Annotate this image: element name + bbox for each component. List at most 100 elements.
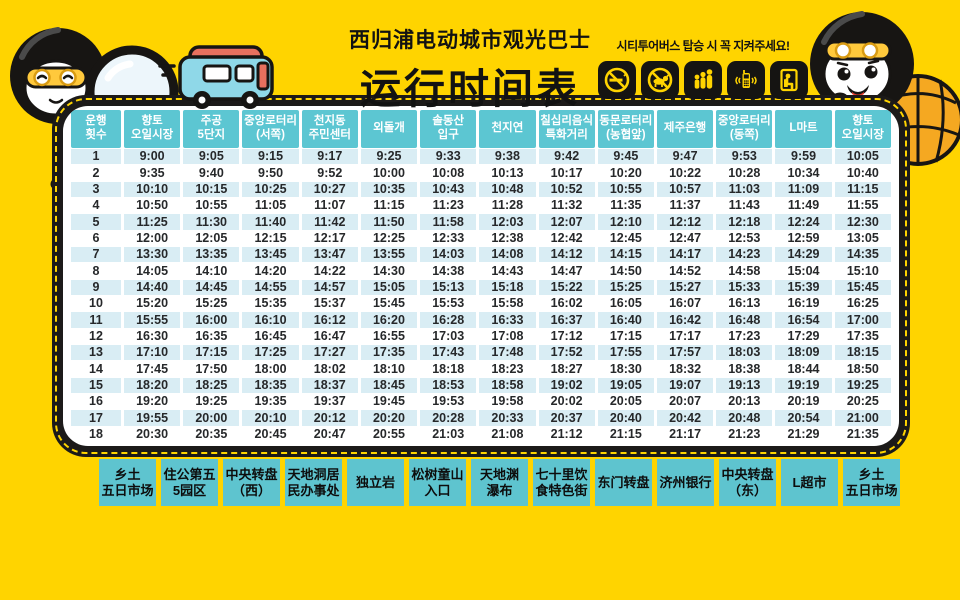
- time-cell: 12:59: [787, 231, 820, 246]
- time-cell: 19:55: [124, 410, 181, 426]
- time-cell: 16:02: [550, 296, 583, 311]
- station-header-ko: 천지연: [479, 110, 536, 148]
- time-cell: 17:57: [656, 344, 714, 361]
- time-cell: 18:53: [420, 377, 477, 393]
- time-cell: 20:28: [420, 410, 477, 426]
- time-cell: 21:08: [491, 427, 524, 442]
- trip-number-cell: 5: [71, 214, 121, 230]
- road-dashed-line: [55, 98, 907, 454]
- time-cell: 14:40: [124, 279, 181, 295]
- trip-number-cell: 6: [92, 231, 100, 246]
- time-cell: 20:54: [775, 410, 832, 426]
- time-cell: 16:35: [195, 329, 228, 344]
- time-cell: 15:22: [538, 279, 595, 295]
- time-cell: 18:23: [491, 361, 524, 376]
- time-cell: 17:10: [124, 344, 181, 361]
- time-cell: 10:55: [195, 198, 228, 213]
- time-cell: 18:15: [834, 344, 891, 361]
- station-label-zh: 济州银行: [657, 459, 714, 506]
- no-pets-icon: [641, 61, 679, 99]
- timetable-row: 6 12:00 12:05 12:15 12:17 12:25 12:33 12:38 12:4…: [71, 231, 891, 246]
- title-subtitle: 西归浦电动城市观光巴士: [349, 29, 591, 52]
- time-cell: 21:03: [432, 427, 465, 442]
- time-cell: 19:13: [716, 377, 773, 393]
- diver-with-float-illustration: [810, 11, 960, 166]
- time-cell: 14:45: [183, 279, 240, 295]
- time-cell: 11:40: [242, 214, 299, 230]
- timetable-row: 10 15:20 15:25 15:35 15:37 15:45 15:53 15:58 16:…: [71, 296, 891, 311]
- time-cell: 19:05: [597, 377, 654, 393]
- time-cell: 18:25: [183, 377, 240, 393]
- stations-zh-strip: 乡土 五日市场 住公第五 5园区 中央转盘 （西） 天地洞居 民办事处 独立岩 松树童山 …: [99, 459, 900, 506]
- time-cell: 15:37: [313, 296, 346, 311]
- bus-icon: [158, 45, 274, 109]
- time-cell: 14:30: [372, 263, 405, 278]
- time-cell: 12:00: [136, 231, 169, 246]
- time-cell: 17:52: [538, 344, 595, 361]
- time-cell: 18:18: [432, 361, 465, 376]
- timetable-row: 3 10:10 10:15 10:25 10:27 10:35 10:43 10:48 10:5…: [71, 181, 891, 197]
- time-cell: 15:45: [834, 279, 891, 295]
- rules-notice-text: 시티투어버스 탑승 시 꼭 지켜주세요!: [616, 39, 790, 53]
- station-header-ko: 중앙로터리 (서쪽): [242, 110, 299, 148]
- page-title: 西归浦电动城市观光巴士 运行时间表: [308, 24, 632, 115]
- station-label-zh: 独立岩: [347, 459, 404, 506]
- timetable-panel: 운행 횟수 향토 오일시장 주공 5단지 중앙로터리 (서쪽) 천지동 주민센터 외돌개 솔…: [52, 95, 910, 457]
- trip-number-cell: 9: [71, 279, 121, 295]
- timetable-row: 2 9:35 9:40 9:50 9:52 10:00 10:08 10:13 10:17 10:…: [71, 165, 891, 180]
- time-cell: 10:48: [479, 181, 536, 197]
- time-cell: 15:18: [479, 279, 536, 295]
- time-cell: 18:35: [242, 377, 299, 393]
- time-cell: 20:07: [669, 394, 702, 409]
- time-cell: 12:47: [669, 231, 702, 246]
- time-cell: 13:47: [301, 246, 358, 263]
- trip-number-cell: 18: [89, 427, 103, 442]
- time-cell: 14:15: [597, 246, 654, 263]
- trip-number-cell: 13: [71, 344, 121, 361]
- time-cell: 18:02: [313, 361, 346, 376]
- timetable-row: 12 16:30 16:35 16:45 16:47 16:55 17:03 17:08 17:…: [71, 329, 891, 344]
- time-cell: 18:30: [609, 361, 642, 376]
- timetable: 운행 횟수 향토 오일시장 주공 5단지 중앙로터리 (서쪽) 천지동 주민센터 외돌개 솔…: [68, 109, 894, 443]
- time-cell: 14:55: [242, 279, 299, 295]
- time-cell: 20:20: [360, 410, 418, 426]
- time-cell: 15:27: [656, 279, 714, 295]
- time-cell: 20:47: [313, 427, 346, 442]
- time-cell: 10:13: [491, 165, 524, 180]
- station-label-zh: 住公第五 5园区: [161, 459, 218, 506]
- station-label-zh: L超市: [781, 459, 838, 506]
- time-cell: 16:40: [597, 312, 654, 328]
- time-cell: 10:50: [136, 198, 169, 213]
- time-cell: 17:35: [360, 344, 418, 361]
- time-cell: 17:17: [669, 329, 702, 344]
- time-cell: 12:25: [372, 231, 405, 246]
- time-cell: 14:43: [491, 263, 524, 278]
- time-cell: 11:58: [420, 214, 477, 230]
- timetable-row: 4 10:50 10:55 11:05 11:07 11:15 11:23 11:28 11:3…: [71, 198, 891, 213]
- station-header-ko: 중앙로터리 (동쪽): [716, 110, 773, 148]
- station-header-ko: 칠십리음식 특화거리: [538, 110, 595, 148]
- time-cell: 21:00: [834, 410, 891, 426]
- time-cell: 15:05: [360, 279, 418, 295]
- timetable-row: 7 13:30 13:35 13:45 13:47 13:55 14:03 14:08 14:1…: [71, 246, 891, 263]
- time-cell: 11:23: [432, 198, 464, 213]
- time-cell: 18:10: [372, 361, 405, 376]
- time-cell: 19:20: [136, 394, 169, 409]
- time-cell: 14:05: [136, 263, 169, 278]
- time-cell: 16:13: [728, 296, 761, 311]
- time-cell: 12:05: [195, 231, 228, 246]
- timetable-inner: 운행 횟수 향토 오일시장 주공 5단지 중앙로터리 (서쪽) 천지동 주민센터 외돌개 솔…: [63, 106, 899, 446]
- time-cell: 14:52: [669, 263, 702, 278]
- time-cell: 18:32: [669, 361, 702, 376]
- time-cell: 14:17: [656, 246, 714, 263]
- time-cell: 12:42: [550, 231, 583, 246]
- time-cell: 21:17: [669, 427, 702, 442]
- time-cell: 13:35: [183, 246, 240, 263]
- time-cell: 15:58: [491, 296, 524, 311]
- station-header-ko: 주공 5단지: [183, 110, 240, 148]
- time-cell: 20:05: [609, 394, 642, 409]
- time-cell: 20:30: [136, 427, 169, 442]
- time-cell: 11:35: [610, 198, 642, 213]
- time-cell: 16:54: [775, 312, 832, 328]
- time-cell: 10:05: [834, 149, 891, 165]
